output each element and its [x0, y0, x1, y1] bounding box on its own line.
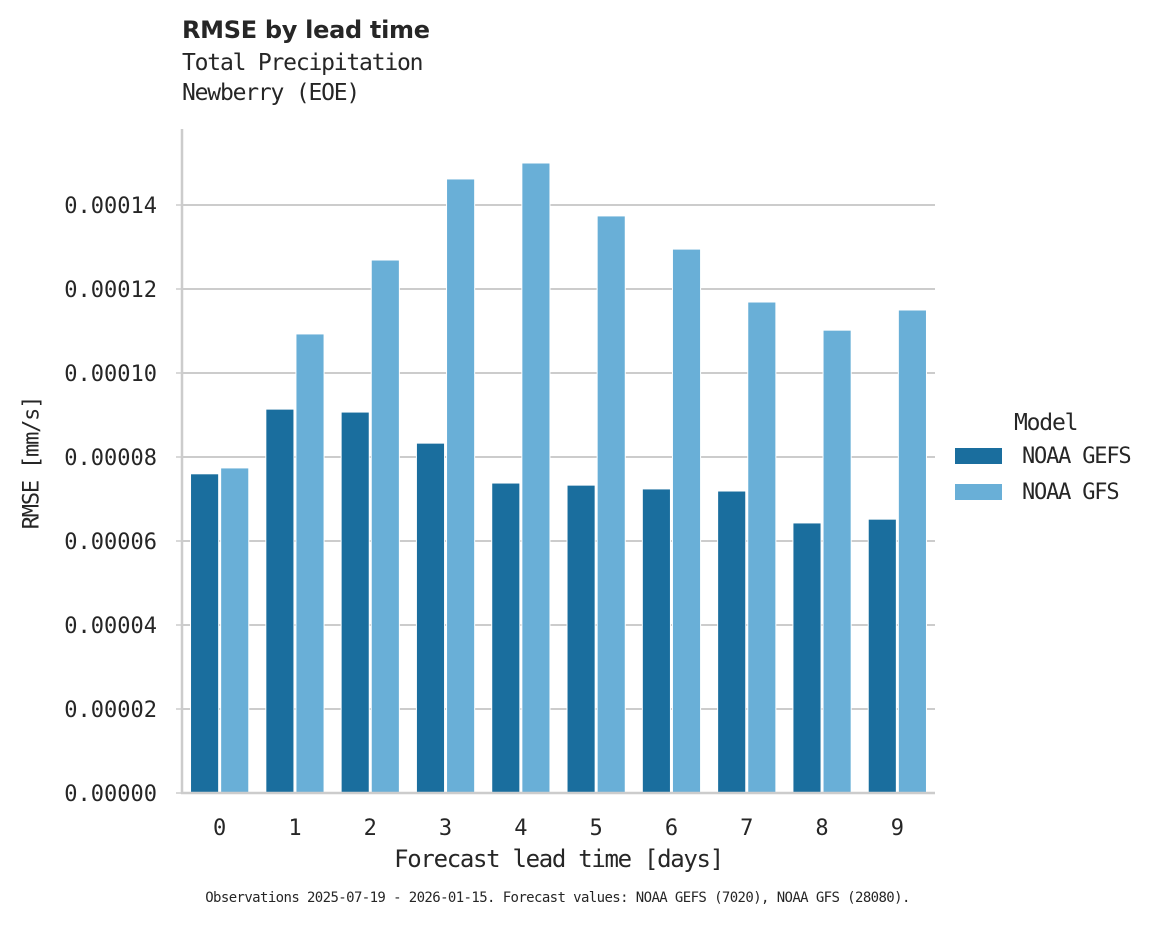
- bar-noaa-gfs: [370, 259, 400, 794]
- y-tick-label: 0.00014: [64, 194, 157, 219]
- legend-swatch-gefs: [955, 448, 1002, 464]
- y-tick-label: 0.00010: [64, 362, 157, 387]
- bar-noaa-gefs: [491, 482, 521, 794]
- bar-noaa-gfs: [747, 301, 777, 794]
- bar-noaa-gfs: [295, 333, 325, 794]
- bar-noaa-gfs: [446, 178, 476, 794]
- y-tick-label: 0.00000: [64, 782, 157, 807]
- bar-noaa-gefs: [340, 411, 370, 794]
- y-tick-label: 0.00004: [64, 614, 157, 639]
- y-tick-label: 0.00002: [64, 698, 157, 723]
- bar-noaa-gefs: [415, 442, 446, 794]
- x-tick-label: 6: [665, 816, 678, 841]
- bar-noaa-gfs: [220, 467, 250, 794]
- x-tick-label: 9: [891, 816, 904, 841]
- y-tick-label: 0.00008: [64, 446, 157, 471]
- bar-noaa-gefs: [717, 490, 747, 794]
- y-tick-label: 0.00012: [64, 278, 157, 303]
- bar-noaa-gfs: [596, 215, 626, 794]
- legend-swatch-gfs: [955, 484, 1002, 500]
- bar-noaa-gefs: [265, 408, 295, 794]
- x-tick-label: 5: [590, 816, 603, 841]
- x-tick-label: 4: [514, 816, 527, 841]
- x-axis-label: Forecast lead time [days]: [394, 845, 724, 873]
- legend-item-gfs: NOAA GFS: [952, 476, 1130, 508]
- legend-label-gefs: NOAA GEFS: [1022, 443, 1132, 469]
- x-tick-label: 2: [364, 816, 377, 841]
- legend-item-gefs: NOAA GEFS: [952, 440, 1132, 472]
- bar-noaa-gfs: [822, 329, 852, 794]
- legend-title: Model: [1014, 410, 1078, 436]
- bar-noaa-gfs: [521, 162, 551, 794]
- y-axis-label: RMSE [mm/s]: [19, 396, 45, 530]
- chart-subtitle-location: Newberry (EOE): [182, 80, 360, 106]
- chart-title: RMSE by lead time: [182, 16, 430, 44]
- bar-noaa-gefs: [566, 484, 596, 794]
- bar-noaa-gfs: [671, 248, 702, 794]
- y-tick-label: 0.00006: [64, 530, 157, 555]
- x-tick-label: 7: [740, 816, 753, 841]
- x-tick-label: 1: [288, 816, 301, 841]
- legend-label-gfs: NOAA GFS: [1022, 479, 1120, 505]
- x-tick-label: 3: [439, 816, 452, 841]
- footnote: Observations 2025-07-19 - 2026-01-15. Fo…: [205, 890, 910, 906]
- x-tick-label: 0: [213, 816, 226, 841]
- bar-noaa-gfs: [897, 309, 927, 794]
- bar-noaa-gefs: [190, 473, 220, 794]
- chart-subtitle-variable: Total Precipitation: [182, 50, 423, 76]
- legend: Model NOAA GEFS NOAA GFS: [952, 410, 1132, 508]
- bar-noaa-gefs: [792, 522, 822, 794]
- x-tick-label: 8: [815, 816, 828, 841]
- bar-noaa-gefs: [867, 518, 897, 794]
- bar-noaa-gefs: [641, 488, 671, 794]
